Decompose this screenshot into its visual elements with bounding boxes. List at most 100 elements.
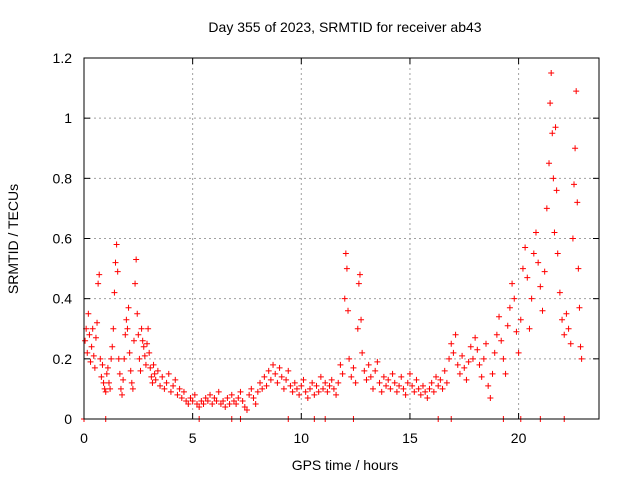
data-point xyxy=(361,367,368,374)
data-point xyxy=(363,376,370,383)
data-point xyxy=(456,370,463,377)
y-tick-label: 1 xyxy=(64,110,72,126)
data-point xyxy=(278,373,285,380)
data-point xyxy=(239,397,246,404)
y-axis-label: SRMTID / TECUs xyxy=(5,184,21,294)
data-point xyxy=(472,334,479,341)
data-point xyxy=(498,337,505,344)
data-point xyxy=(415,385,422,392)
data-point xyxy=(111,289,118,296)
data-point xyxy=(578,355,585,362)
data-point xyxy=(411,388,418,395)
data-point xyxy=(439,385,446,392)
data-point xyxy=(345,307,352,314)
data-point xyxy=(263,382,270,389)
data-point xyxy=(133,256,140,263)
data-point xyxy=(380,373,387,380)
data-point xyxy=(274,379,281,386)
data-point xyxy=(127,367,134,374)
data-point xyxy=(110,325,117,332)
data-point xyxy=(129,385,136,392)
data-point xyxy=(90,352,97,359)
data-point xyxy=(374,358,381,365)
data-point xyxy=(138,325,145,332)
data-point xyxy=(350,364,357,371)
data-point xyxy=(311,391,318,398)
data-point xyxy=(354,325,361,332)
data-point xyxy=(446,355,453,362)
data-point xyxy=(94,319,101,326)
data-point xyxy=(209,400,216,407)
data-point xyxy=(572,145,579,152)
data-point xyxy=(115,355,122,362)
data-point xyxy=(257,379,264,386)
data-point xyxy=(276,364,283,371)
data-point xyxy=(383,382,390,389)
data-point xyxy=(443,379,450,386)
data-point xyxy=(140,343,147,350)
data-point xyxy=(124,325,131,332)
chart-title: Day 355 of 2023, SRMTID for receiver ab4… xyxy=(208,19,481,35)
data-point xyxy=(116,370,123,377)
data-point xyxy=(189,397,196,404)
data-point xyxy=(235,394,242,401)
data-point xyxy=(95,280,102,287)
data-point xyxy=(289,388,296,395)
data-point xyxy=(476,361,483,368)
data-point xyxy=(448,340,455,347)
data-point xyxy=(370,385,377,392)
data-point xyxy=(517,316,524,323)
data-point xyxy=(96,271,103,278)
data-point xyxy=(355,280,362,287)
data-point xyxy=(230,397,237,404)
data-point xyxy=(84,349,91,356)
data-point xyxy=(419,382,426,389)
data-point xyxy=(365,361,372,368)
data-point xyxy=(161,385,168,392)
data-point xyxy=(348,373,355,380)
data-point xyxy=(515,349,522,356)
data-point xyxy=(87,358,94,365)
data-point xyxy=(391,379,398,386)
data-point xyxy=(413,376,420,383)
data-point xyxy=(99,361,106,368)
data-point xyxy=(165,370,172,377)
data-point xyxy=(491,349,498,356)
data-point xyxy=(396,382,403,389)
data-point xyxy=(102,388,109,395)
data-point xyxy=(150,361,157,368)
data-point xyxy=(283,376,290,383)
data-point xyxy=(122,331,129,338)
data-point xyxy=(422,388,429,395)
data-point xyxy=(576,304,583,311)
data-point xyxy=(530,250,537,257)
data-point xyxy=(550,175,557,182)
data-point xyxy=(113,241,120,248)
data-point xyxy=(298,382,305,389)
data-points xyxy=(81,70,585,422)
data-point xyxy=(400,385,407,392)
data-point xyxy=(176,385,183,392)
data-point xyxy=(506,304,513,311)
data-point xyxy=(485,382,492,389)
data-point xyxy=(207,391,214,398)
data-point xyxy=(393,388,400,395)
data-point xyxy=(270,361,277,368)
data-point xyxy=(267,376,274,383)
data-point xyxy=(537,283,544,290)
data-point xyxy=(92,334,99,341)
data-point xyxy=(426,385,433,392)
data-point xyxy=(502,370,509,377)
data-point xyxy=(343,265,350,272)
data-point xyxy=(89,325,96,332)
data-point xyxy=(98,373,105,380)
data-point xyxy=(211,394,218,401)
y-tick-label: 1.2 xyxy=(53,50,73,66)
data-point xyxy=(154,367,161,374)
data-point xyxy=(333,391,340,398)
data-point xyxy=(467,343,474,350)
data-point xyxy=(213,397,220,404)
data-point xyxy=(513,328,520,335)
data-point xyxy=(320,385,327,392)
data-point xyxy=(241,403,248,410)
